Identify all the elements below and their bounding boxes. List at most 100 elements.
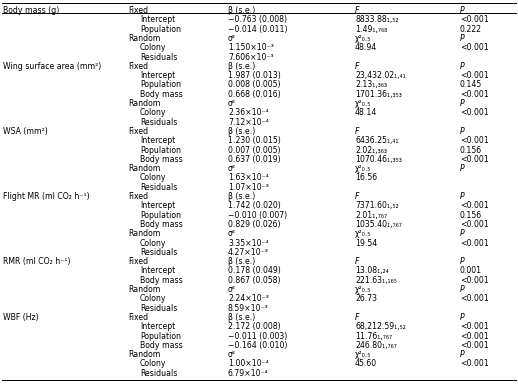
Text: Population: Population <box>140 80 181 89</box>
Text: 1701.36₁,₃₅₃: 1701.36₁,₃₅₃ <box>355 90 402 99</box>
Text: 48.94: 48.94 <box>355 43 377 52</box>
Text: P: P <box>460 257 465 266</box>
Text: −0.011 (0.003): −0.011 (0.003) <box>228 332 287 341</box>
Text: Fixed: Fixed <box>128 62 148 71</box>
Text: <0.001: <0.001 <box>460 239 489 248</box>
Text: Body mass (g): Body mass (g) <box>3 6 59 15</box>
Text: 8.59×10⁻³: 8.59×10⁻³ <box>228 304 269 313</box>
Text: 246.80₁,₇₆₇: 246.80₁,₇₆₇ <box>355 341 397 350</box>
Text: 0.637 (0.019): 0.637 (0.019) <box>228 155 281 164</box>
Text: −0.164 (0.010): −0.164 (0.010) <box>228 341 287 350</box>
Text: Residuals: Residuals <box>140 369 177 378</box>
Text: <0.001: <0.001 <box>460 295 489 303</box>
Text: Residuals: Residuals <box>140 304 177 313</box>
Text: β (s.e.): β (s.e.) <box>228 257 255 266</box>
Text: χ²₀.₅: χ²₀.₅ <box>355 164 371 173</box>
Text: <0.001: <0.001 <box>460 108 489 117</box>
Text: P: P <box>460 62 465 71</box>
Text: 1.07×10⁻³: 1.07×10⁻³ <box>228 183 269 192</box>
Text: Random: Random <box>128 164 161 173</box>
Text: P: P <box>460 313 465 322</box>
Text: 1070.46₁,₃₅₃: 1070.46₁,₃₅₃ <box>355 155 402 164</box>
Text: P: P <box>460 285 465 294</box>
Text: Fixed: Fixed <box>128 192 148 201</box>
Text: 0.156: 0.156 <box>460 146 482 154</box>
Text: 4.27×10⁻³: 4.27×10⁻³ <box>228 248 269 257</box>
Text: F: F <box>355 6 359 15</box>
Text: Residuals: Residuals <box>140 248 177 257</box>
Text: Fixed: Fixed <box>128 6 148 15</box>
Text: 0.145: 0.145 <box>460 80 482 89</box>
Text: 1035.40₁,₇₆₇: 1035.40₁,₇₆₇ <box>355 220 402 229</box>
Text: <0.001: <0.001 <box>460 201 489 211</box>
Text: P: P <box>460 229 465 238</box>
Text: χ²₀.₅: χ²₀.₅ <box>355 229 371 238</box>
Text: Body mass: Body mass <box>140 341 183 350</box>
Text: F: F <box>355 192 359 201</box>
Text: 11.76₁,₇₆₇: 11.76₁,₇₆₇ <box>355 332 392 341</box>
Text: 7.606×10⁻³: 7.606×10⁻³ <box>228 53 274 62</box>
Text: β (s.e.): β (s.e.) <box>228 6 255 15</box>
Text: <0.001: <0.001 <box>460 322 489 331</box>
Text: β (s.e.): β (s.e.) <box>228 127 255 136</box>
Text: Intercept: Intercept <box>140 136 175 145</box>
Text: 1.987 (0.013): 1.987 (0.013) <box>228 71 281 80</box>
Text: Colony: Colony <box>140 295 166 303</box>
Text: Body mass: Body mass <box>140 220 183 229</box>
Text: Body mass: Body mass <box>140 276 183 285</box>
Text: Fixed: Fixed <box>128 127 148 136</box>
Text: WSA (mm²): WSA (mm²) <box>3 127 48 136</box>
Text: Population: Population <box>140 211 181 220</box>
Text: Population: Population <box>140 332 181 341</box>
Text: Residuals: Residuals <box>140 118 177 127</box>
Text: Colony: Colony <box>140 239 166 248</box>
Text: F: F <box>355 313 359 322</box>
Text: Colony: Colony <box>140 360 166 368</box>
Text: 7371.60₁,₅₂: 7371.60₁,₅₂ <box>355 201 399 211</box>
Text: 0.867 (0.058): 0.867 (0.058) <box>228 276 281 285</box>
Text: <0.001: <0.001 <box>460 276 489 285</box>
Text: 26.73: 26.73 <box>355 295 377 303</box>
Text: P: P <box>460 192 465 201</box>
Text: <0.001: <0.001 <box>460 220 489 229</box>
Text: Intercept: Intercept <box>140 71 175 80</box>
Text: 13.08₁,₂₄: 13.08₁,₂₄ <box>355 267 388 276</box>
Text: 0.829 (0.026): 0.829 (0.026) <box>228 220 281 229</box>
Text: 2.01₁,₇₆₇: 2.01₁,₇₆₇ <box>355 211 387 220</box>
Text: Random: Random <box>128 285 161 294</box>
Text: 0.668 (0.016): 0.668 (0.016) <box>228 90 281 99</box>
Text: σ²: σ² <box>228 99 236 108</box>
Text: χ²₀.₅: χ²₀.₅ <box>355 285 371 294</box>
Text: β (s.e.): β (s.e.) <box>228 62 255 71</box>
Text: Random: Random <box>128 229 161 238</box>
Text: Intercept: Intercept <box>140 201 175 211</box>
Text: 2.172 (0.008): 2.172 (0.008) <box>228 322 281 331</box>
Text: 23,432.02₁,₄₁: 23,432.02₁,₄₁ <box>355 71 406 80</box>
Text: −0.763 (0.008): −0.763 (0.008) <box>228 15 287 24</box>
Text: Intercept: Intercept <box>140 322 175 331</box>
Text: 6.79×10⁻⁴: 6.79×10⁻⁴ <box>228 369 269 378</box>
Text: σ²: σ² <box>228 164 236 173</box>
Text: Population: Population <box>140 146 181 154</box>
Text: χ²₀.₅: χ²₀.₅ <box>355 350 371 359</box>
Text: 45.60: 45.60 <box>355 360 377 368</box>
Text: <0.001: <0.001 <box>460 360 489 368</box>
Text: Body mass: Body mass <box>140 90 183 99</box>
Text: 1.49₁,₇₆₈: 1.49₁,₇₆₈ <box>355 25 387 34</box>
Text: χ²₀.₅: χ²₀.₅ <box>355 34 371 43</box>
Text: Random: Random <box>128 99 161 108</box>
Text: 0.007 (0.005): 0.007 (0.005) <box>228 146 281 154</box>
Text: <0.001: <0.001 <box>460 136 489 145</box>
Text: 0.001: 0.001 <box>460 267 482 276</box>
Text: 8833.88₁,₅₂: 8833.88₁,₅₂ <box>355 15 398 24</box>
Text: P: P <box>460 6 465 15</box>
Text: <0.001: <0.001 <box>460 15 489 24</box>
Text: Population: Population <box>140 25 181 34</box>
Text: <0.001: <0.001 <box>460 43 489 52</box>
Text: Random: Random <box>128 34 161 43</box>
Text: χ²₀.₅: χ²₀.₅ <box>355 99 371 108</box>
Text: 1.230 (0.015): 1.230 (0.015) <box>228 136 281 145</box>
Text: 1.742 (0.020): 1.742 (0.020) <box>228 201 281 211</box>
Text: <0.001: <0.001 <box>460 90 489 99</box>
Text: 2.13₁,₃₆₃: 2.13₁,₃₆₃ <box>355 80 387 89</box>
